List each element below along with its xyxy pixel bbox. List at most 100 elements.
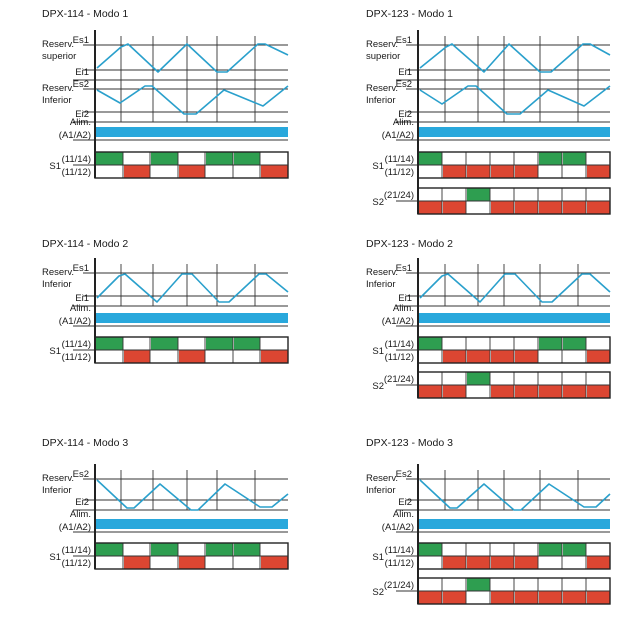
contact-no-label: (21/24) <box>384 374 414 385</box>
relay-no-cell <box>587 372 610 385</box>
alim-bar <box>419 519 610 529</box>
relay-no-cell <box>467 188 490 201</box>
relay-no-cell <box>539 578 562 591</box>
level-wave <box>96 43 289 73</box>
panel-4: DPX-123 - Modo 2 Es1 Ei1 Reserv.Inferior Ali… <box>366 238 611 399</box>
relay-name: S1 <box>372 161 384 172</box>
relay-nc-cell <box>563 385 586 398</box>
alim-label: Alim. <box>393 303 414 314</box>
threshold-high-label: Es1 <box>396 263 412 274</box>
alim-sublabel: (A1/A2) <box>382 316 414 327</box>
level-wave <box>419 85 611 115</box>
relay-no-cell <box>467 152 490 165</box>
threshold-low-label: Ei1 <box>75 293 89 304</box>
relay-no-cell <box>491 543 514 556</box>
relay-no-cell <box>515 578 538 591</box>
relay-no-cell <box>124 543 150 556</box>
threshold-high-label: Es2 <box>396 469 412 480</box>
relay-no-cell <box>179 337 205 350</box>
relay-nc-cell <box>443 556 466 569</box>
alim-bar <box>96 127 288 137</box>
relay-nc-cell <box>467 591 490 604</box>
relay-no-cell <box>515 543 538 556</box>
relay-nc-cell <box>467 165 490 178</box>
relay-nc-cell <box>443 350 466 363</box>
relay-nc-cell <box>234 556 260 569</box>
relay-no-cell <box>587 543 610 556</box>
relay-name: S1 <box>372 552 384 563</box>
relay-nc-cell <box>419 165 442 178</box>
reservoir-label: Reserv. <box>42 83 74 94</box>
relay-nc-cell <box>206 350 233 363</box>
relay-no-cell <box>539 372 562 385</box>
relay-no-cell <box>491 188 514 201</box>
alim-bar <box>96 313 288 323</box>
reservoir-sublabel: Inferior <box>42 485 72 496</box>
reservoir-sublabel: Inferior <box>42 279 72 290</box>
relay-no-cell <box>206 152 233 165</box>
relay-no-cell <box>96 152 123 165</box>
relay-nc-cell <box>419 350 442 363</box>
relay-no-cell <box>491 578 514 591</box>
relay-nc-cell <box>491 591 514 604</box>
threshold-low-label: Ei2 <box>75 109 89 120</box>
alim-sublabel: (A1/A2) <box>59 130 91 141</box>
relay-nc-cell <box>419 385 442 398</box>
alim-sublabel: (A1/A2) <box>382 130 414 141</box>
level-wave <box>96 273 289 303</box>
alim-label: Alim. <box>393 117 414 128</box>
relay-no-cell <box>234 152 260 165</box>
relay-nc-cell <box>206 165 233 178</box>
panel-6: DPX-123 - Modo 3 Es2 Ei2 Reserv.Inferior Ali… <box>366 437 611 605</box>
relay-no-cell <box>467 543 490 556</box>
alim-label: Alim. <box>393 509 414 520</box>
relay-no-cell <box>515 188 538 201</box>
relay-no-cell <box>563 188 586 201</box>
relay-no-cell <box>491 152 514 165</box>
reservoir-label: Reserv. <box>366 83 398 94</box>
threshold-low-label: Ei2 <box>398 109 412 120</box>
contact-nc-label: (11/12) <box>385 352 414 363</box>
relay-nc-cell <box>179 165 205 178</box>
panel-title: DPX-123 - Modo 2 <box>366 238 453 250</box>
relay-name: S2 <box>372 381 384 392</box>
relay-nc-cell <box>515 385 538 398</box>
relay-name: S1 <box>49 552 61 563</box>
threshold-low-label: Ei1 <box>398 67 412 78</box>
relay-no-cell <box>124 152 150 165</box>
relay-nc-cell <box>515 165 538 178</box>
alim-sublabel: (A1/A2) <box>59 522 91 533</box>
relay-no-cell <box>419 578 442 591</box>
relay-no-cell <box>563 152 586 165</box>
relay-no-cell <box>563 578 586 591</box>
relay-nc-cell <box>419 201 442 214</box>
relay-no-cell <box>443 543 466 556</box>
relay-nc-cell <box>234 165 260 178</box>
relay-nc-cell <box>563 591 586 604</box>
contact-no-label: (11/14) <box>385 545 414 556</box>
relay-nc-cell <box>419 591 442 604</box>
alim-label: Alim. <box>70 117 91 128</box>
panel-title: DPX-123 - Modo 3 <box>366 437 453 449</box>
reservoir-sublabel: Inferior <box>42 95 72 106</box>
relay-no-cell <box>539 543 562 556</box>
relay-no-cell <box>151 337 178 350</box>
contact-no-label: (11/14) <box>62 339 91 350</box>
contact-no-label: (11/14) <box>62 545 91 556</box>
relay-nc-cell <box>124 556 150 569</box>
threshold-low-label: Ei1 <box>398 293 412 304</box>
relay-nc-cell <box>467 556 490 569</box>
threshold-high-label: Es1 <box>73 35 89 46</box>
relay-no-cell <box>261 337 288 350</box>
reservoir-label: Reserv. <box>366 473 398 484</box>
relay-nc-cell <box>539 201 562 214</box>
relay-nc-cell <box>515 201 538 214</box>
relay-nc-cell <box>151 165 178 178</box>
relay-no-cell <box>206 337 233 350</box>
relay-nc-cell <box>151 350 178 363</box>
panel-5: DPX-114 - Modo 3 Es2 Ei2 Reserv.Inferior Ali… <box>42 437 289 570</box>
relay-nc-cell <box>539 385 562 398</box>
relay-no-cell <box>539 337 562 350</box>
reservoir-label: Reserv. <box>366 39 398 50</box>
